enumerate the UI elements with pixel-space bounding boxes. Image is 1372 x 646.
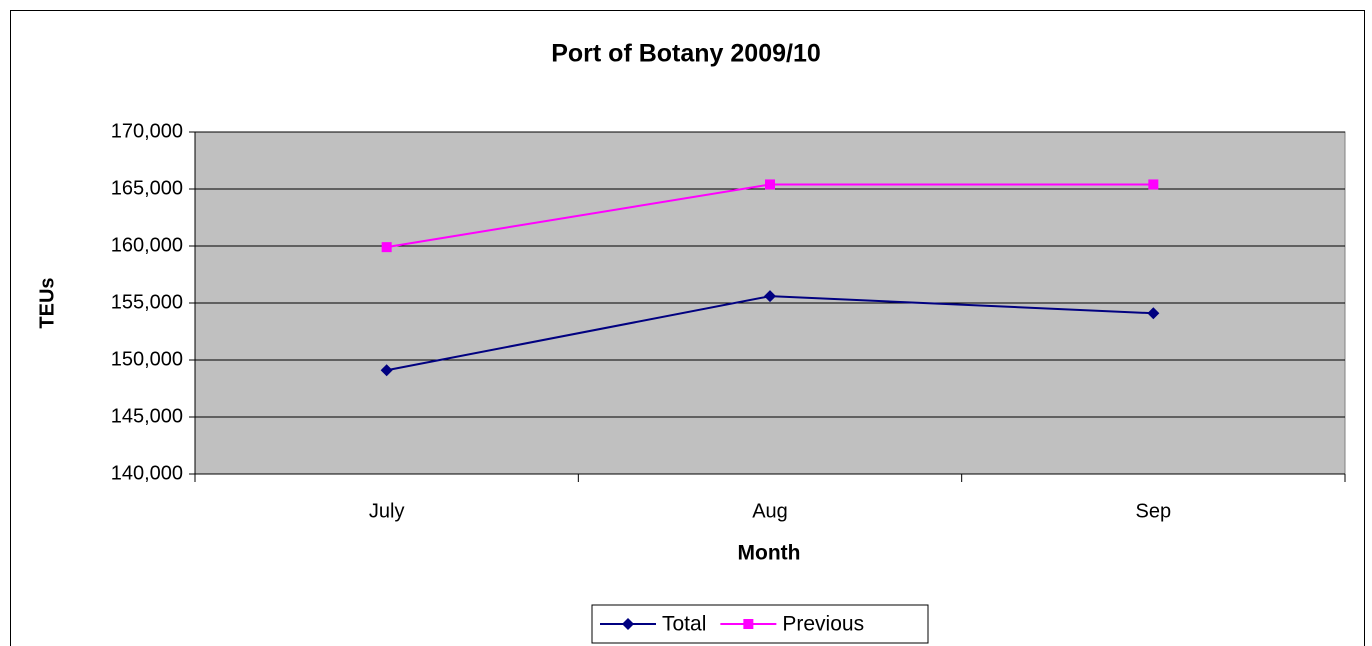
chart-title: Port of Botany 2009/10 — [551, 40, 821, 68]
y-tick-label: 165,000 — [111, 177, 183, 199]
y-tick-label: 150,000 — [111, 348, 183, 370]
data-point — [765, 179, 775, 190]
data-point — [1148, 179, 1159, 190]
data-point — [380, 364, 393, 377]
y-tick-label: 145,000 — [111, 405, 183, 427]
y-tick-label: 170,000 — [111, 120, 183, 142]
y-axis-title: TEUs — [36, 277, 58, 328]
y-tick-label: 160,000 — [111, 234, 183, 256]
data-point — [1147, 307, 1160, 320]
y-tick-label: 155,000 — [111, 291, 183, 313]
data-point — [381, 242, 392, 253]
x-tick-label: July — [369, 500, 405, 522]
y-tick-label: 140,000 — [111, 462, 183, 484]
x-axis-title: Month — [738, 542, 801, 565]
legend-label: Previous — [782, 613, 864, 636]
legend-marker — [743, 619, 754, 629]
legend-label: Total — [662, 613, 706, 636]
x-tick-label: Aug — [752, 500, 788, 522]
legend-marker — [622, 618, 634, 630]
data-point — [764, 290, 776, 303]
x-tick-label: Sep — [1136, 500, 1172, 522]
